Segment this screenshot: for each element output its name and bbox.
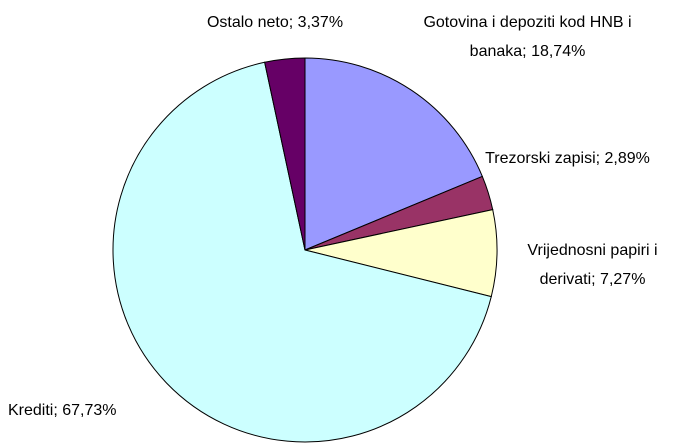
pie-slice bbox=[112, 61, 492, 443]
category-label: Trezorski zapisi; bbox=[485, 150, 601, 167]
data-label: Ostalo neto; 3,37% bbox=[150, 8, 400, 37]
pie-slice bbox=[264, 57, 306, 251]
value-label: 67,73% bbox=[62, 402, 117, 419]
category-label: Krediti; bbox=[8, 402, 58, 419]
data-label: Krediti; 67,73% bbox=[8, 396, 178, 425]
data-label: Gotovina i depoziti kod HNB i banaka; 18… bbox=[405, 8, 650, 66]
category-label: Gotovina i depoziti kod HNB i banaka; bbox=[423, 14, 632, 60]
value-label: 18,74% bbox=[531, 43, 586, 60]
data-label: Vrijednosni papiri i derivati; 7,27% bbox=[500, 236, 685, 294]
value-label: 2,89% bbox=[604, 150, 650, 167]
value-label: 3,37% bbox=[297, 14, 344, 31]
pie-slice bbox=[304, 57, 483, 251]
data-label: Trezorski zapisi; 2,89% bbox=[480, 144, 655, 173]
category-label: Vrijednosni papiri i derivati; bbox=[527, 242, 658, 288]
category-label: Ostalo neto; bbox=[206, 14, 294, 31]
value-label: 7,27% bbox=[600, 271, 646, 288]
